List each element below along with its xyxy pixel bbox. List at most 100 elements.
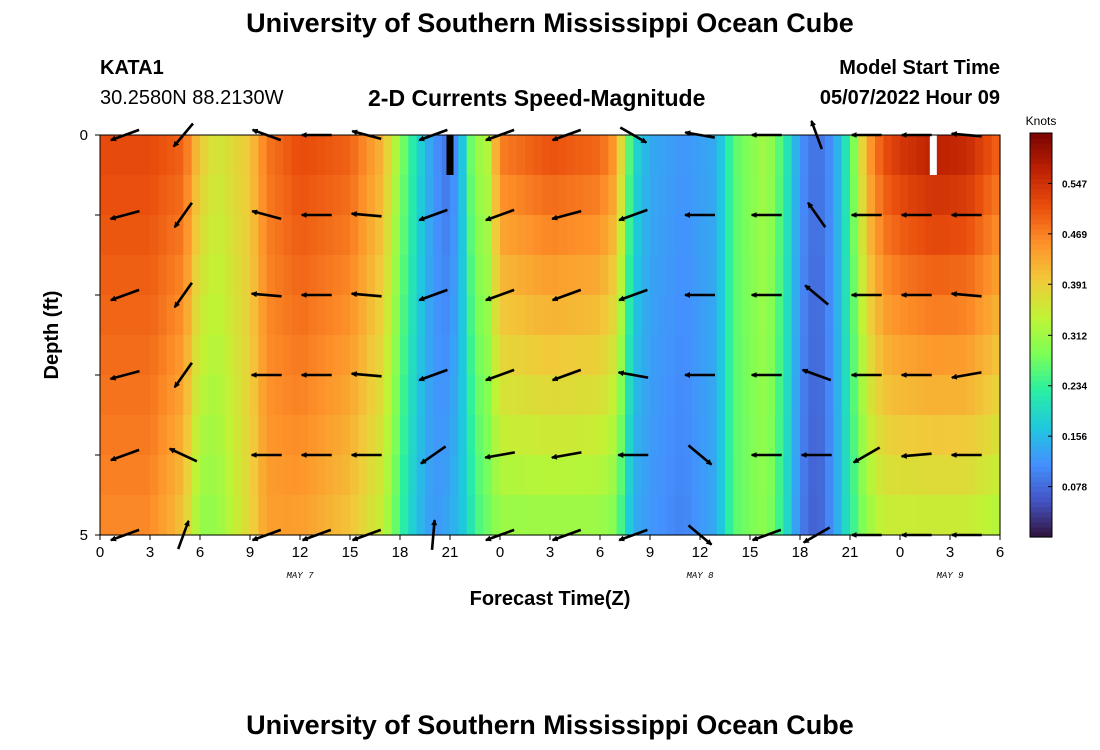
heatmap-cell [141, 175, 151, 216]
heatmap-cell [125, 495, 134, 536]
heatmap-cell [541, 135, 551, 176]
heatmap-cell [275, 335, 284, 376]
heatmap-cell [350, 135, 359, 176]
x-tick-label: 9 [646, 544, 654, 561]
heatmap-cell [316, 295, 326, 336]
heatmap-cell [916, 295, 926, 336]
heatmap-cell [925, 135, 934, 176]
colorbar-segment [1030, 239, 1052, 245]
heatmap-cell [541, 415, 551, 456]
current-vector [168, 447, 198, 463]
heatmap-cell [975, 495, 984, 536]
heatmap-cell [975, 215, 984, 256]
colorbar-segment [1030, 138, 1052, 144]
heatmap-cell [691, 375, 701, 416]
heatmap-cell [416, 415, 426, 456]
heatmap-cell [641, 335, 651, 376]
heatmap-cell [133, 175, 143, 216]
heatmap-cell [983, 455, 993, 496]
heatmap-cell [883, 135, 893, 176]
heatmap-cell [850, 295, 859, 336]
heatmap-cell [633, 375, 643, 416]
heatmap-cell [233, 375, 243, 416]
heatmap-cell [516, 335, 526, 376]
colorbar-tick-label: 0.234 [1062, 382, 1087, 393]
heatmap-cell [791, 255, 801, 296]
heatmap-cell [116, 175, 126, 216]
heatmap-cell [416, 335, 426, 376]
heatmap-cell [233, 255, 243, 296]
colorbar-segment [1030, 148, 1052, 154]
heatmap-cell [808, 495, 818, 536]
colorbar-segment [1030, 375, 1052, 382]
colorbar-segment [1030, 208, 1052, 215]
heatmap-cell [133, 215, 143, 256]
heatmap-cell [341, 255, 351, 296]
colorbar-segment [1030, 395, 1052, 402]
colorbar-segment [1030, 436, 1052, 442]
heatmap-cell [258, 495, 268, 536]
current-vector [484, 208, 515, 222]
y-tick-label: 5 [80, 527, 88, 544]
heatmap-cell [616, 495, 626, 536]
heatmap-cell [475, 335, 484, 376]
heatmap-cell [333, 255, 343, 296]
heatmap-cell [608, 215, 618, 256]
heatmap-cell [575, 215, 584, 256]
heatmap-cell [700, 375, 709, 416]
heatmap-cell [658, 215, 668, 256]
heatmap-cell [225, 455, 234, 496]
heatmap-cell [350, 175, 359, 216]
heatmap-cell [108, 335, 118, 376]
heatmap-cell [358, 215, 368, 256]
heatmap-cell [841, 335, 851, 376]
heatmap-cell [700, 455, 709, 496]
heatmap-cell [983, 335, 993, 376]
heatmap-cell [508, 175, 518, 216]
colorbar-segment [1030, 218, 1052, 225]
heatmap-cell [791, 375, 801, 416]
heatmap-cell [508, 375, 518, 416]
heatmap-cell [416, 295, 426, 336]
heatmap-cell [841, 455, 851, 496]
heatmap-cell [700, 415, 709, 456]
heatmap-cell [991, 495, 1001, 536]
colorbar-segment [1030, 153, 1052, 159]
heatmap-cell [958, 215, 968, 256]
colorbar-segment [1030, 370, 1052, 376]
colorbar-segment [1030, 521, 1052, 528]
colorbar-segment [1030, 476, 1052, 483]
heatmap-cell [608, 495, 618, 536]
heatmap-cell [150, 335, 159, 376]
heatmap-cell [883, 415, 893, 456]
heatmap-cell [291, 295, 301, 336]
heatmap-cell [425, 375, 434, 416]
heatmap-cell [583, 415, 593, 456]
heatmap-cell [583, 455, 593, 496]
heatmap-cell [316, 215, 326, 256]
heatmap-cell [258, 415, 268, 456]
heatmap-cell [741, 255, 751, 296]
heatmap-cell [533, 415, 543, 456]
heatmap-cell [350, 335, 359, 376]
heatmap-cell [900, 375, 909, 416]
heatmap-cell [558, 175, 568, 216]
heatmap-cell [291, 175, 301, 216]
heatmap-cell [700, 175, 709, 216]
heatmap-cell [266, 455, 276, 496]
heatmap-cell [383, 255, 393, 296]
colorbar-segment [1030, 420, 1052, 427]
heatmap-cell [425, 175, 434, 216]
heatmap-cell [216, 455, 226, 496]
y-tick-label: 0 [80, 127, 88, 144]
heatmap-cell [575, 175, 584, 216]
heatmap-cell [908, 295, 918, 336]
heatmap-cell [883, 495, 893, 536]
heatmap-cell [875, 135, 884, 176]
heatmap-cell [633, 135, 643, 176]
heatmap-cell [691, 215, 701, 256]
heatmap-cell [400, 335, 409, 376]
heatmap-cell [658, 495, 668, 536]
heatmap-cell [925, 215, 934, 256]
heatmap-cell [108, 215, 118, 256]
